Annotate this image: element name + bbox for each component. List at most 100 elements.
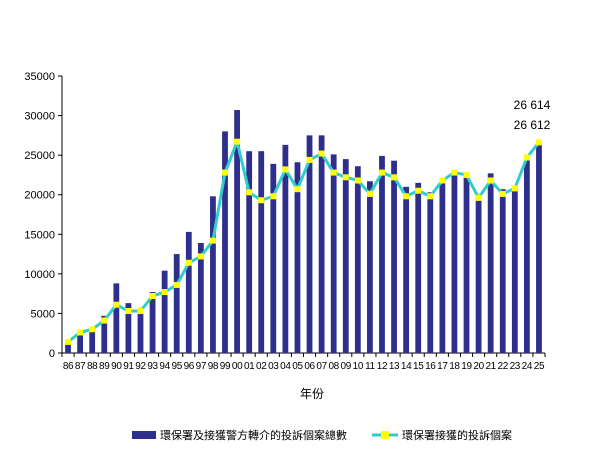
line-point <box>234 138 241 145</box>
annotation-line-total: 26 612 <box>514 118 551 132</box>
legend-label-bar: 環保署及接獲警方轉介的投訴個案總數 <box>160 428 347 442</box>
bar <box>282 144 289 353</box>
x-tick-label: 16 <box>425 361 436 372</box>
line-point <box>535 139 542 146</box>
bar <box>173 254 180 353</box>
line-point <box>89 326 96 333</box>
line-point <box>113 301 120 308</box>
bar <box>197 242 204 353</box>
x-tick-label: 95 <box>171 361 182 372</box>
x-tick-label: 87 <box>75 361 86 372</box>
line-point <box>403 193 410 200</box>
x-tick-label: 24 <box>522 361 533 372</box>
bar <box>511 188 518 353</box>
x-tick-label: 13 <box>389 361 400 372</box>
x-axis-title: 年份 <box>300 387 324 401</box>
line-point <box>451 169 458 176</box>
line-point <box>149 293 156 300</box>
line-series <box>65 138 542 345</box>
bar <box>475 196 482 353</box>
x-tick-label: 12 <box>377 361 388 372</box>
y-tick-label: 10000 <box>24 269 55 281</box>
bar <box>246 151 253 353</box>
line-point <box>366 190 373 197</box>
line-point <box>318 150 325 157</box>
line-point <box>378 169 385 176</box>
line-point <box>209 237 216 244</box>
bar <box>222 131 228 353</box>
bar <box>415 182 422 353</box>
x-tick-label: 15 <box>413 361 424 372</box>
line-point <box>354 177 361 184</box>
x-tick-label: 20 <box>473 361 484 372</box>
y-tick-label: 20000 <box>24 190 55 202</box>
y-tick-label: 0 <box>49 348 55 360</box>
line-point <box>439 177 446 184</box>
bar <box>270 163 277 353</box>
x-tick-label: 14 <box>401 361 412 372</box>
line-point <box>511 185 518 192</box>
bar <box>89 329 96 353</box>
bar <box>125 303 132 353</box>
bar <box>306 135 313 353</box>
x-tick-label: 97 <box>196 361 207 372</box>
bar <box>536 142 542 353</box>
x-tick-label: 00 <box>232 361 243 372</box>
line-point <box>65 338 72 345</box>
x-tick-label: 09 <box>341 361 352 372</box>
x-tick-label: 05 <box>292 361 303 372</box>
bar <box>379 155 385 353</box>
bar <box>451 171 458 353</box>
line-point <box>475 194 482 201</box>
x-tick-label: 10 <box>353 361 364 372</box>
bar <box>499 189 506 353</box>
bar-series <box>65 110 542 353</box>
x-tick-label: 98 <box>208 361 219 372</box>
line-point <box>330 169 337 176</box>
bar <box>391 160 397 353</box>
bar <box>101 315 108 353</box>
x-tick-label: 21 <box>485 361 496 372</box>
x-tick-label: 91 <box>123 361 134 372</box>
y-tick-label: 35000 <box>24 71 55 83</box>
x-tick-label: 86 <box>63 361 74 372</box>
bar <box>523 157 530 353</box>
line-point <box>342 174 349 181</box>
y-tick-label: 25000 <box>24 150 55 162</box>
bar <box>403 186 410 353</box>
bar <box>65 340 71 353</box>
y-tick-label: 30000 <box>24 111 55 123</box>
x-tick-label: 23 <box>510 361 521 372</box>
bar <box>487 173 494 353</box>
bar <box>258 151 265 353</box>
bar <box>161 270 168 353</box>
bar <box>210 196 216 353</box>
bar <box>318 135 325 353</box>
line-point <box>415 187 422 194</box>
line-point <box>173 281 180 288</box>
x-tick-label: 17 <box>437 361 448 372</box>
y-tick-label: 15000 <box>24 229 55 241</box>
x-tick-label: 92 <box>135 361 146 372</box>
x-tick-label: 18 <box>449 361 460 372</box>
bar <box>185 231 192 353</box>
line-point <box>523 154 530 161</box>
x-tick-label: 08 <box>328 361 339 372</box>
line-point <box>487 177 494 184</box>
bar <box>330 154 337 353</box>
line-point <box>125 308 132 315</box>
line-point <box>77 329 84 336</box>
x-tick-label: 99 <box>220 361 231 372</box>
x-tick-label: 22 <box>498 361 509 372</box>
bar <box>342 159 349 353</box>
x-tick-label: 04 <box>280 361 291 372</box>
bar <box>439 178 446 353</box>
legend-swatch-marker <box>381 431 389 439</box>
bar <box>149 292 156 353</box>
line-point <box>282 166 289 173</box>
line-point <box>258 197 265 204</box>
x-tick-label: 19 <box>461 361 472 372</box>
x-tick-label: 96 <box>184 361 195 372</box>
